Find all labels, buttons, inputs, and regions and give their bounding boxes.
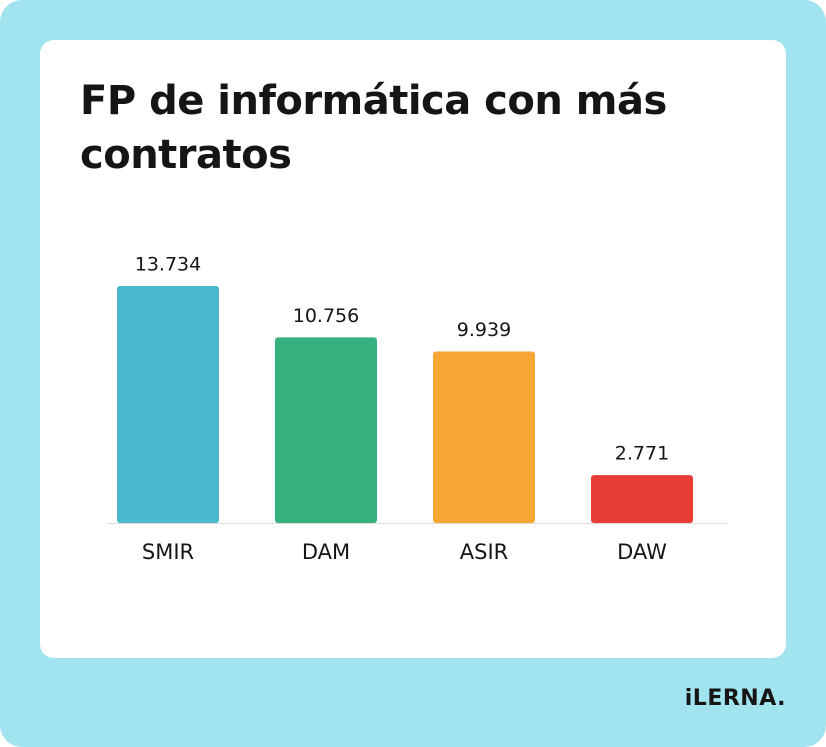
value-label: 10.756 (293, 305, 359, 327)
bar (117, 286, 219, 523)
bar (275, 337, 377, 523)
value-label: 2.771 (615, 443, 669, 465)
bar (433, 351, 535, 523)
x-tick-label: ASIR (460, 540, 508, 564)
x-tick-label: DAM (302, 540, 350, 564)
value-label: 9.939 (457, 319, 511, 341)
brand-logo: iLERNA. (684, 686, 786, 711)
bar (591, 475, 693, 523)
x-tick-label: SMIR (142, 540, 194, 564)
value-label: 13.734 (135, 254, 201, 276)
x-tick-label: DAW (617, 540, 667, 564)
chart-title: FP de informática con más contratos (80, 78, 667, 178)
